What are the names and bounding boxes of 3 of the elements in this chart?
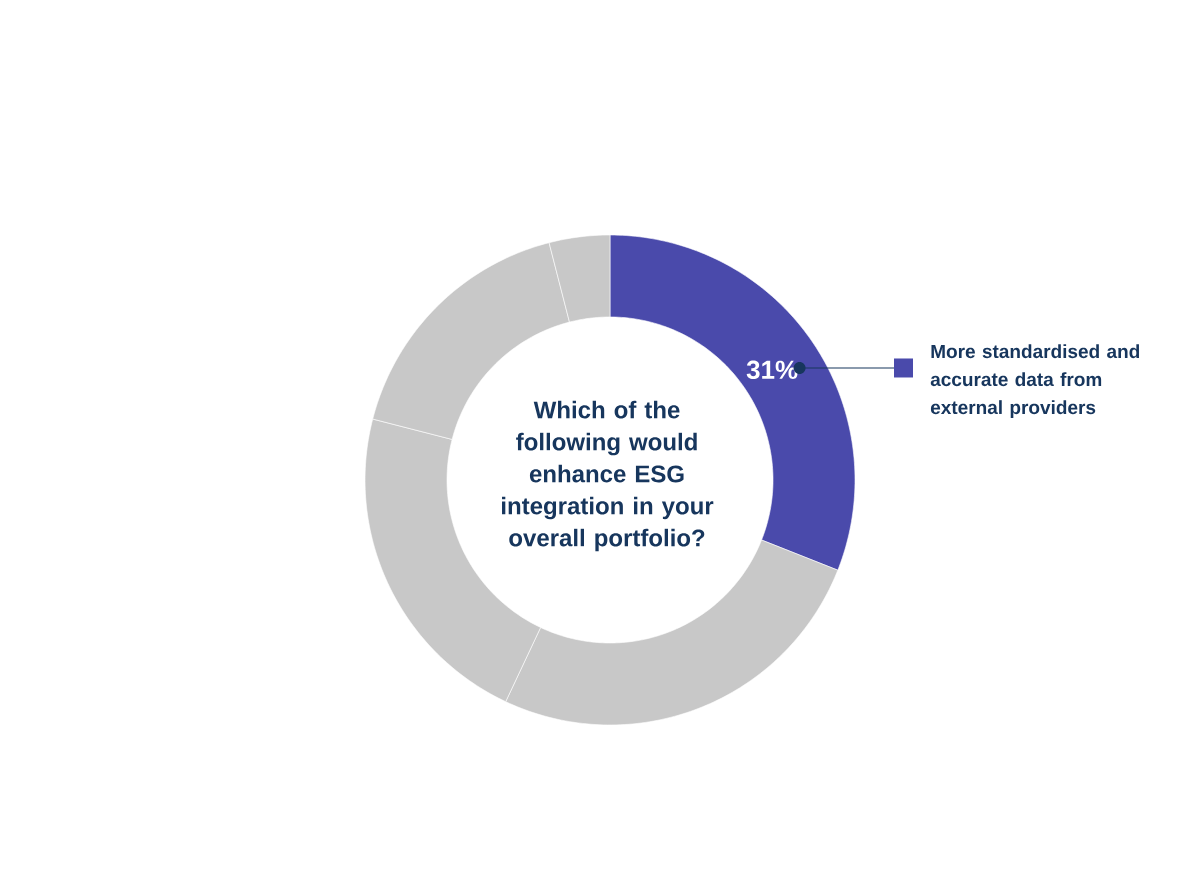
data-label: 31% xyxy=(746,360,798,380)
text: Which of the following would enhance ESG integration in your overall portfolio? xyxy=(502,400,714,552)
legend-label: More standardised and accurate data from external providers xyxy=(930,344,1140,418)
